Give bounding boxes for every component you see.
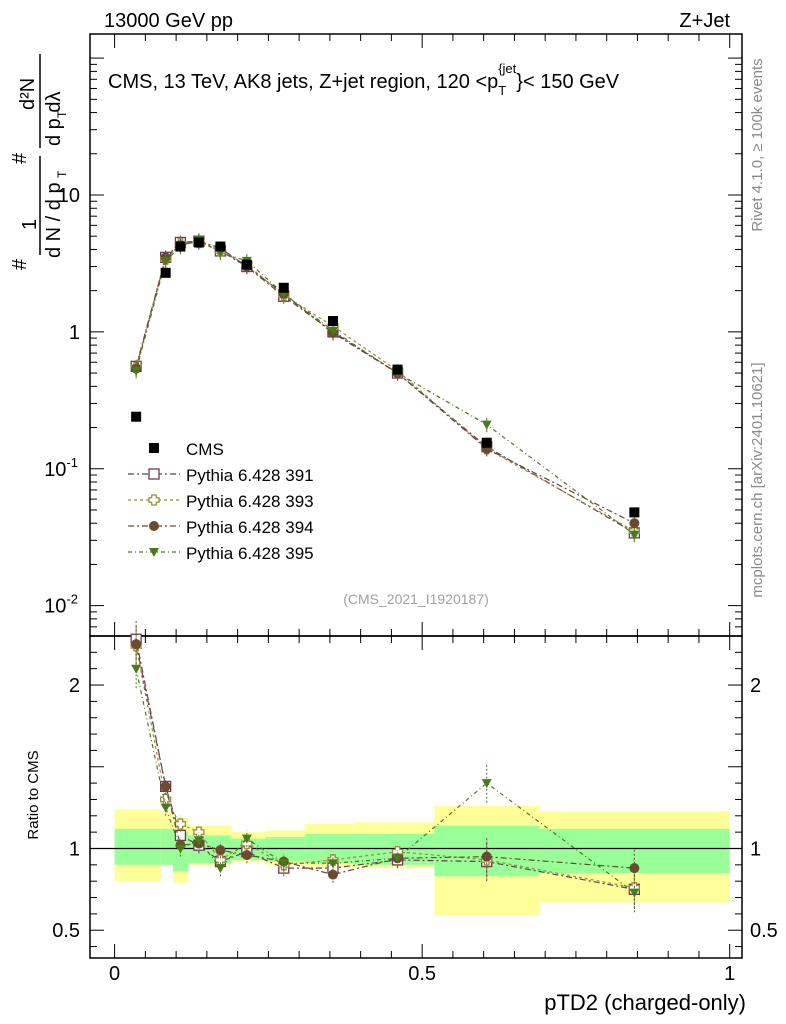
y-tick-label-ratio-right: 1 (750, 838, 761, 860)
marker-filled-circle (629, 863, 640, 874)
marker-filled-square (327, 316, 338, 327)
marker-open-plus (174, 818, 187, 830)
side-mcplots: mcplots.cern.ch [arXiv:2401.10621] (749, 362, 766, 597)
marker-open-square (148, 468, 160, 480)
marker-filled-triangle (193, 836, 204, 846)
header-left: 13000 GeV pp (104, 10, 233, 32)
chart-title: CMS, 13 TeV, AK8 jets, Z+jet region, 120… (108, 61, 620, 98)
marker-filled-circle (149, 521, 159, 531)
chart-title-tail: }< 150 GeV (516, 71, 620, 93)
marker-filled-square (278, 282, 289, 293)
marker-filled-square (215, 241, 226, 252)
marker-filled-square (241, 259, 252, 270)
marker-filled-triangle (160, 256, 171, 266)
chart-title-sub: T (498, 83, 506, 98)
y-label-hash-1: # (9, 258, 31, 270)
y-tick-exponent: -1 (66, 455, 78, 470)
y-tick-label-main: 10-1 (44, 455, 78, 481)
y-label-hash-2: # (9, 152, 31, 164)
marker-filled-triangle (327, 326, 338, 336)
marker-filled-square (392, 364, 403, 375)
y-axis-label-ratio: Ratio to CMS (25, 750, 42, 839)
marker-filled-triangle (327, 859, 338, 869)
y-tick-label-ratio-right: 0.5 (750, 920, 778, 942)
marker-filled-triangle (241, 834, 252, 844)
y-tick-label-main: 10 (58, 185, 80, 207)
marker-filled-square (175, 241, 186, 252)
chart-title-main: CMS, 13 TeV, AK8 jets, Z+jet region, 120… (108, 71, 498, 93)
cms-data-layer (131, 237, 640, 518)
series-line-main (135, 239, 635, 536)
marker-filled-square (160, 267, 171, 278)
marker-filled-circle (215, 845, 226, 856)
y-tick-label-main: 1 (69, 322, 80, 344)
marker-open-plus (148, 494, 160, 506)
y-tick-base: 10 (44, 596, 66, 618)
band-inner (160, 828, 174, 865)
header-right: Z+Jet (679, 10, 730, 32)
y-tick-label-ratio: 2 (69, 675, 80, 697)
x-tick-label: 0 (109, 963, 120, 985)
marker-filled-square (149, 443, 159, 453)
marker-filled-triangle (481, 779, 492, 789)
marker-filled-triangle (160, 803, 171, 813)
y-tick-label-ratio-right: 2 (750, 675, 761, 697)
y-label-T2: T (55, 110, 69, 118)
y-label-denominator: d N / d p (43, 182, 65, 258)
marker-filled-circle (131, 639, 142, 650)
marker-filled-triangle (175, 844, 186, 854)
marker-filled-circle (629, 518, 640, 529)
marker-filled-triangle (131, 664, 142, 674)
legend-label-cms: CMS (186, 440, 224, 459)
marker-filled-square (481, 437, 492, 448)
y-tick-exponent: -2 (66, 592, 78, 607)
series-layer (130, 233, 641, 913)
series-line-ratio (135, 644, 635, 876)
legend-label: Pythia 6.428 395 (186, 544, 314, 563)
marker-filled-triangle (278, 859, 289, 869)
marker-filled-circle (160, 781, 171, 792)
band-inner (114, 828, 161, 865)
y-tick-label-main: 10-2 (44, 592, 78, 618)
series-line-main (135, 241, 635, 532)
y-label-T1: T (55, 170, 69, 178)
side-rivet: Rivet 4.1.0, ≥ 100k events (749, 58, 766, 231)
marker-filled-triangle (215, 864, 226, 874)
marker-filled-circle (327, 869, 338, 880)
legend-label: Pythia 6.428 391 (186, 466, 314, 485)
y-tick-label-ratio: 0.5 (52, 920, 80, 942)
y-axis-label-main: # 1 d N / d p T # d²N d p dλ T (9, 54, 69, 270)
series-line-main (135, 240, 635, 534)
plot-frames (89, 33, 743, 959)
y-label-d2N: d²N (17, 78, 39, 110)
y-tick-label-ratio: 1 (69, 838, 80, 860)
y-tick-base: 10 (44, 459, 66, 481)
marker-filled-triangle (629, 888, 640, 898)
marker-filled-square (131, 411, 142, 422)
marker-filled-triangle (149, 548, 159, 557)
watermark: (CMS_2021_I1920187) (343, 591, 489, 607)
ratio-frame (89, 635, 743, 959)
chart-title-sup: {jet (498, 61, 516, 76)
x-tick-label: 1 (724, 963, 735, 985)
marker-filled-triangle (481, 420, 492, 430)
x-tick-label: 0.5 (408, 963, 436, 985)
marker-filled-triangle (131, 366, 142, 376)
marker-filled-circle (241, 850, 252, 861)
legend: CMS Pythia 6.428 391 Pythia 6.428 393 Pythi… (128, 440, 314, 563)
marker-filled-triangle (629, 530, 640, 540)
marker-filled-circle (481, 851, 492, 862)
y-label-one: 1 (19, 219, 41, 230)
y-label-dpT-dl: d p dλ (43, 92, 65, 146)
marker-filled-square (193, 237, 204, 248)
legend-label: Pythia 6.428 393 (186, 492, 314, 511)
series-line-ratio (135, 639, 635, 890)
x-axis-label: pTD2 (charged-only) (544, 990, 746, 1015)
marker-filled-square (629, 507, 640, 518)
legend-label: Pythia 6.428 394 (186, 518, 314, 537)
marker-filled-triangle (392, 854, 403, 864)
